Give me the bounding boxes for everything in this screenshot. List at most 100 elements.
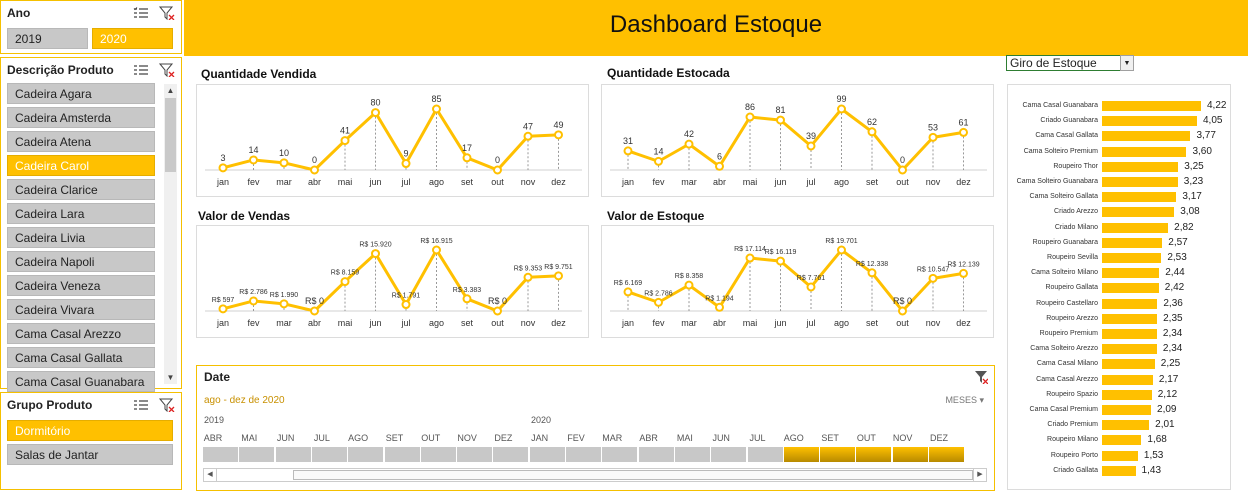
tick-label: jun [773, 177, 786, 187]
timeline-month-cell[interactable] [457, 447, 493, 462]
slicer-item[interactable]: Cadeira Livia [7, 227, 155, 248]
data-label: 14 [653, 146, 663, 156]
timeline-level: MESES [945, 395, 977, 405]
timeline-month-cell[interactable] [420, 447, 456, 462]
slicer-item[interactable]: Cadeira Napoli [7, 251, 155, 272]
chart-title: Valor de Estoque [607, 209, 705, 223]
data-label: R$ 10.547 [917, 266, 949, 273]
bar [1102, 222, 1169, 233]
slicer-item[interactable]: 2020 [92, 28, 173, 49]
slicer-title: Grupo Produto [7, 398, 93, 412]
clear-filter-icon[interactable] [974, 370, 989, 389]
tick-label: fev [247, 318, 260, 328]
scroll-left-icon[interactable]: ◀ [204, 469, 217, 481]
timeline-month-cell[interactable] [638, 447, 674, 462]
slicer-item[interactable]: Cama Casal Arezzo [7, 323, 155, 344]
multi-select-icon[interactable] [133, 63, 149, 77]
clear-filter-icon[interactable] [158, 398, 175, 413]
vertical-scrollbar[interactable]: ▲ ▼ [164, 84, 177, 384]
timeline-month-cell[interactable] [311, 447, 347, 462]
timeline-month-cell[interactable] [929, 447, 964, 462]
chevron-down-icon[interactable]: ▼ [1120, 55, 1134, 71]
timeline-month-cell[interactable] [783, 447, 819, 462]
scroll-thumb[interactable] [293, 470, 973, 480]
tick-label: mai [338, 318, 353, 328]
bar-category-label: Roupeiro Castellaro [1036, 299, 1098, 307]
slicer-item[interactable]: Cadeira Lara [7, 203, 155, 224]
data-label: R$ 0 [893, 296, 912, 306]
bar-row: Cama Solteiro Gallata 3,17 [1008, 190, 1232, 203]
bar-row: Cama Casal Milano 2,25 [1008, 357, 1232, 370]
tick-label: dez [551, 318, 566, 328]
slicer-item[interactable]: Cadeira Carol [7, 155, 155, 176]
scroll-down-icon[interactable]: ▼ [166, 373, 175, 382]
timeline-month-cell[interactable] [674, 447, 710, 462]
timeline-month-cell[interactable] [892, 447, 928, 462]
bar-value-label: 2,12 [1157, 388, 1178, 400]
bar-row: Roupeiro Arezzo 2,35 [1008, 312, 1232, 325]
multi-select-icon[interactable] [133, 6, 149, 20]
timeline-month-cell[interactable] [529, 447, 565, 462]
timeline-month-cell[interactable] [747, 447, 783, 462]
bar-value-label: 3,17 [1182, 191, 1202, 203]
slicer-item[interactable]: Cadeira Agara [7, 83, 155, 104]
bar-category-label: Cama Solteiro Guanabara [1016, 178, 1098, 185]
timeline-month-cell[interactable] [275, 447, 311, 462]
data-label: 39 [806, 131, 816, 141]
tick-label: jul [400, 177, 410, 187]
data-point [654, 297, 663, 307]
data-point [928, 132, 938, 142]
tick-label: out [491, 177, 504, 187]
bar-value-label: 2,53 [1167, 252, 1187, 263]
slicer-item[interactable]: Cadeira Clarice [7, 179, 155, 200]
clear-filter-icon[interactable] [158, 63, 175, 78]
timeline-month-cell[interactable] [348, 447, 384, 462]
slicer-item[interactable]: Cadeira Atena [7, 131, 155, 152]
scroll-up-icon[interactable]: ▲ [166, 86, 175, 95]
timeline-month-cell[interactable] [711, 447, 747, 462]
data-label: 10 [279, 148, 289, 158]
timeline-month-cell[interactable] [820, 447, 856, 462]
metric-dropdown[interactable]: Giro de Estoque ▼ [1006, 55, 1134, 71]
timeline-month-label: ABR [203, 433, 223, 443]
timeline-month-cell[interactable] [602, 447, 638, 462]
bar-value-label: 2,35 [1163, 312, 1183, 324]
slicer-item[interactable]: Salas de Jantar [7, 444, 173, 465]
data-label: R$ 597 [212, 297, 235, 304]
timeline-month-cell[interactable] [239, 447, 275, 462]
tick-label: jul [805, 318, 815, 328]
slicer-item[interactable]: Cama Casal Gallata [7, 347, 155, 368]
scroll-right-icon[interactable]: ▶ [973, 469, 986, 481]
bar-category-label: Criado Premium [1047, 421, 1098, 429]
slicer-item[interactable]: Cadeira Veneza [7, 275, 155, 296]
data-label: R$ 15.920 [359, 242, 391, 249]
slicer-item[interactable]: Dormitório [7, 420, 173, 441]
tick-label: mai [743, 318, 758, 328]
timeline-scrollbar[interactable]: ◀ ▶ [203, 468, 987, 482]
slicer-item[interactable]: Cadeira Vivara [7, 299, 155, 320]
slicer-item[interactable]: 2019 [7, 28, 88, 49]
data-label: 86 [745, 102, 755, 112]
timeline-month-cell[interactable] [856, 447, 892, 462]
scroll-thumb[interactable] [165, 98, 176, 172]
timeline-level-select[interactable]: MESES ▾ [945, 395, 984, 406]
bar [1102, 359, 1155, 370]
bar-row: Cama Solteiro Premium 3,60 [1008, 145, 1232, 158]
timeline-month-cell[interactable] [566, 447, 601, 462]
timeline-month-cell[interactable] [493, 447, 529, 462]
bar-row: Criado Gallata 1,43 [1008, 464, 1232, 477]
multi-select-icon[interactable] [133, 398, 149, 412]
clear-filter-icon[interactable] [158, 6, 175, 21]
bar-row: Cama Solteiro Guanabara 3,23 [1008, 175, 1232, 188]
slicer-item[interactable]: Cadeira Amsterda [7, 107, 155, 128]
slicer-item[interactable]: Cama Casal Guanabara [7, 371, 155, 392]
bar-row: Criado Premium 2,01 [1008, 418, 1232, 431]
timeline-month-cell[interactable] [384, 447, 420, 462]
timeline-month-cell[interactable] [203, 447, 238, 462]
data-point [279, 158, 289, 168]
data-label: 0 [900, 155, 905, 165]
chart-valor-de-estoque: R$ 6.169 jan R$ 2.786 fev R$ 8.358 mar R$ 1.19… [601, 225, 994, 338]
data-label: 6 [717, 151, 722, 161]
header-banner: Dashboard Estoque [184, 0, 1248, 56]
bar-category-label: Roupeiro Porto [1050, 451, 1098, 459]
